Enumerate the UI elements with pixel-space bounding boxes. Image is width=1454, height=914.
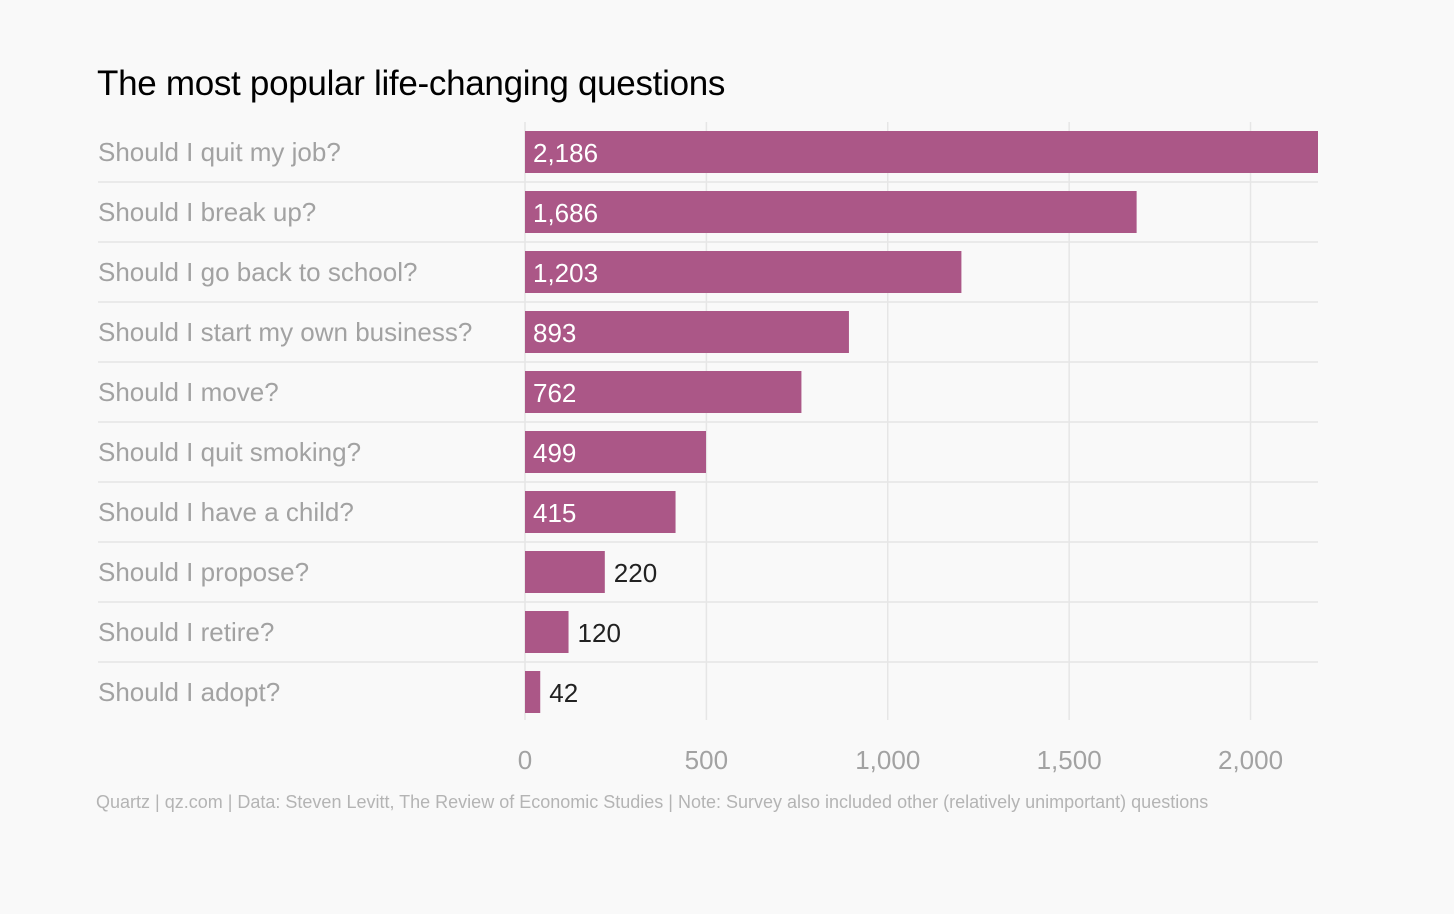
category-label: Should I quit my job? bbox=[98, 137, 341, 167]
value-label: 415 bbox=[533, 498, 576, 528]
bar bbox=[525, 551, 605, 593]
x-tick-label: 1,000 bbox=[855, 745, 920, 775]
chart-title: The most popular life-changing questions bbox=[97, 64, 726, 103]
category-label: Should I start my own business? bbox=[98, 317, 472, 347]
category-label: Should I quit smoking? bbox=[98, 437, 361, 467]
bar bbox=[525, 251, 962, 293]
category-label: Should I retire? bbox=[98, 617, 274, 647]
bar bbox=[525, 191, 1137, 233]
value-label: 499 bbox=[533, 438, 576, 468]
bar bbox=[525, 431, 707, 473]
bar bbox=[525, 131, 1318, 173]
x-tick-label: 500 bbox=[685, 745, 728, 775]
x-tick-label: 1,500 bbox=[1037, 745, 1102, 775]
bar bbox=[525, 491, 676, 533]
category-label: Should I break up? bbox=[98, 197, 316, 227]
bar bbox=[525, 371, 802, 413]
value-label: 220 bbox=[614, 558, 657, 588]
bar bbox=[525, 611, 569, 653]
category-label: Should I adopt? bbox=[98, 677, 280, 707]
bar bbox=[525, 311, 849, 353]
x-tick-label: 2,000 bbox=[1218, 745, 1283, 775]
source-note: Quartz | qz.com | Data: Steven Levitt, T… bbox=[96, 792, 1209, 812]
category-labels: Should I quit my job? Should I break up? S… bbox=[98, 137, 472, 707]
value-label: 42 bbox=[549, 678, 578, 708]
category-label: Should I go back to school? bbox=[98, 257, 417, 287]
value-label: 1,686 bbox=[533, 198, 598, 228]
bar bbox=[525, 671, 541, 713]
row-separators bbox=[98, 181, 1318, 663]
value-label: 893 bbox=[533, 318, 576, 348]
value-label: 120 bbox=[578, 618, 621, 648]
bars bbox=[525, 131, 1318, 713]
value-label: 1,203 bbox=[533, 258, 598, 288]
value-label: 2,186 bbox=[533, 138, 598, 168]
x-axis-ticks: 0 500 1,000 1,500 2,000 bbox=[518, 745, 1283, 775]
x-tick-label: 0 bbox=[518, 745, 532, 775]
value-label: 762 bbox=[533, 378, 576, 408]
category-label: Should I propose? bbox=[98, 557, 309, 587]
category-label: Should I move? bbox=[98, 377, 279, 407]
category-label: Should I have a child? bbox=[98, 497, 354, 527]
